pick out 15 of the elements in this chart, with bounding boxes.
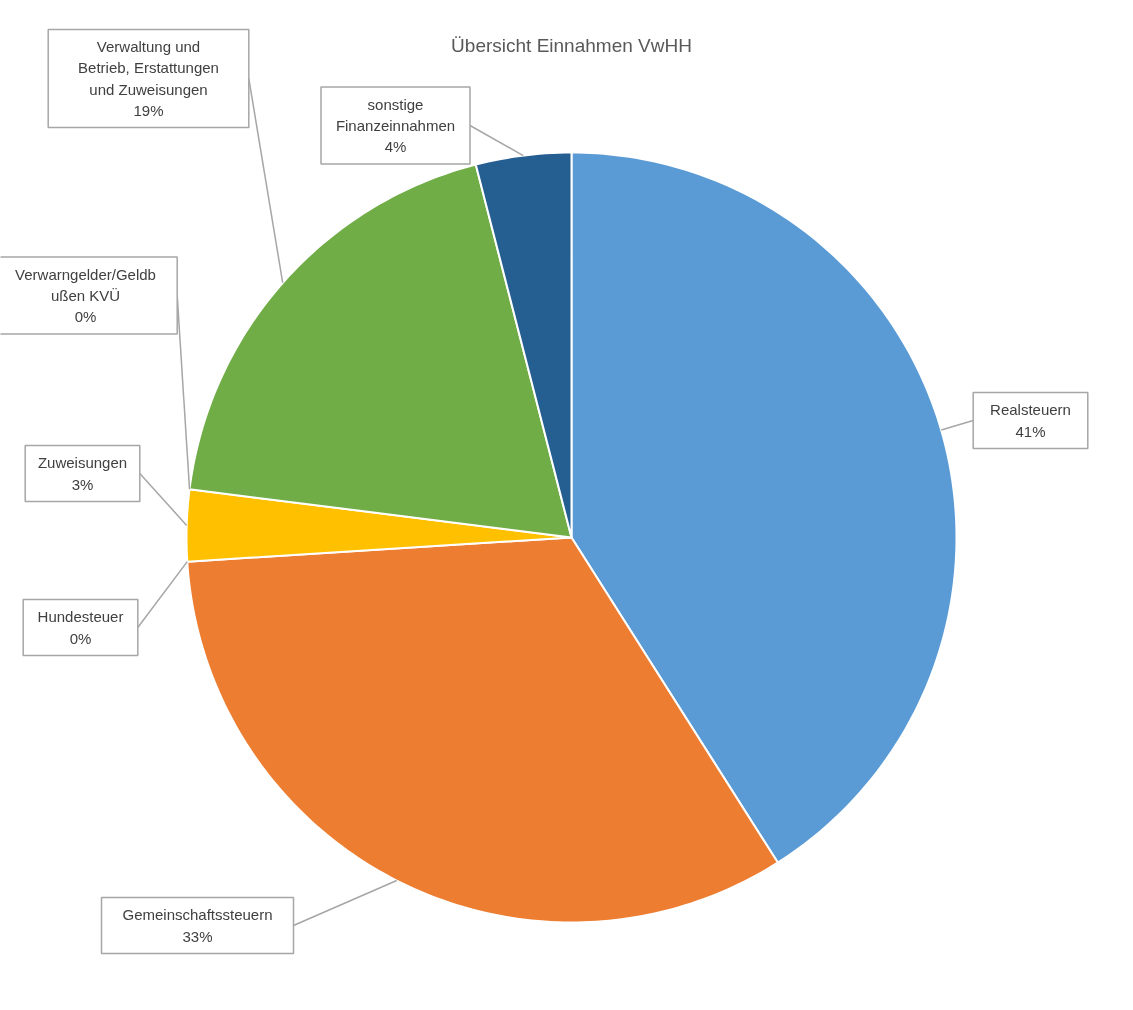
category-label: Verwarngelder/Geldbußen KVÜ	[15, 265, 156, 304]
slice-label: Gemeinschaftssteuern	[122, 906, 273, 924]
data-label: 3%	[71, 475, 94, 493]
slice-label: sonstige Finanzeinnahmen	[335, 95, 456, 134]
slice-label: Realsteuern	[990, 401, 1071, 419]
data-label: 19%	[133, 101, 164, 119]
chart-title: Übersicht Einnahmen VwHH	[451, 35, 692, 56]
text: 0%	[74, 308, 97, 326]
text: 0%	[69, 629, 92, 647]
data-label: 33%	[182, 927, 213, 945]
slice-label: Verwaltung und Betrieb, Erstattungen und Zuweisungen	[78, 38, 219, 98]
slice-label: Zuweisungen	[37, 454, 128, 472]
data-label: 41%	[1015, 422, 1046, 440]
category-label: Hundesteuer	[37, 608, 124, 626]
data-label: 4%	[384, 138, 407, 156]
